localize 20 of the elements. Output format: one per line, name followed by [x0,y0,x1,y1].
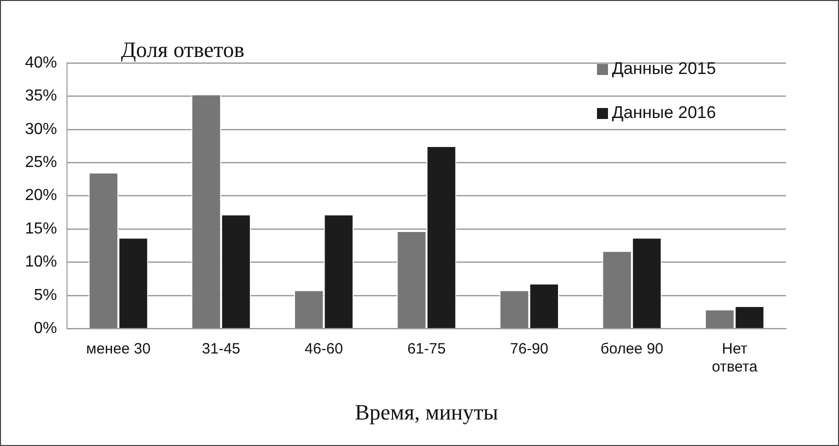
y-tick-label: 30% [24,120,58,138]
x-tick-label: Нет ответа [712,340,758,376]
chart-title: Доля ответов [121,37,244,63]
y-tick-label: 15% [24,220,58,238]
x-tick-label: 76-90 [510,340,548,358]
x-axis-title: Время, минуты [354,400,498,425]
y-tick-label: 10% [24,254,58,271]
y-tick-label: 25% [24,154,58,172]
x-tick-label: более 90 [600,340,664,358]
x-tick-label: 61-75 [407,340,446,358]
y-tick-label: 40% [24,54,58,72]
legend-label: Данные 2016 [612,103,716,123]
y-tick-label: 35% [24,88,58,105]
y-tick-label: 5% [34,286,58,304]
legend-label: Данные 2015 [612,59,716,79]
x-tick-label: менее 30 [86,340,151,358]
y-tick-label: 0% [34,320,58,338]
x-tick-label: 46-60 [304,340,343,358]
x-tick-label: 31-45 [202,340,240,358]
y-tick-label: 20% [24,187,58,204]
